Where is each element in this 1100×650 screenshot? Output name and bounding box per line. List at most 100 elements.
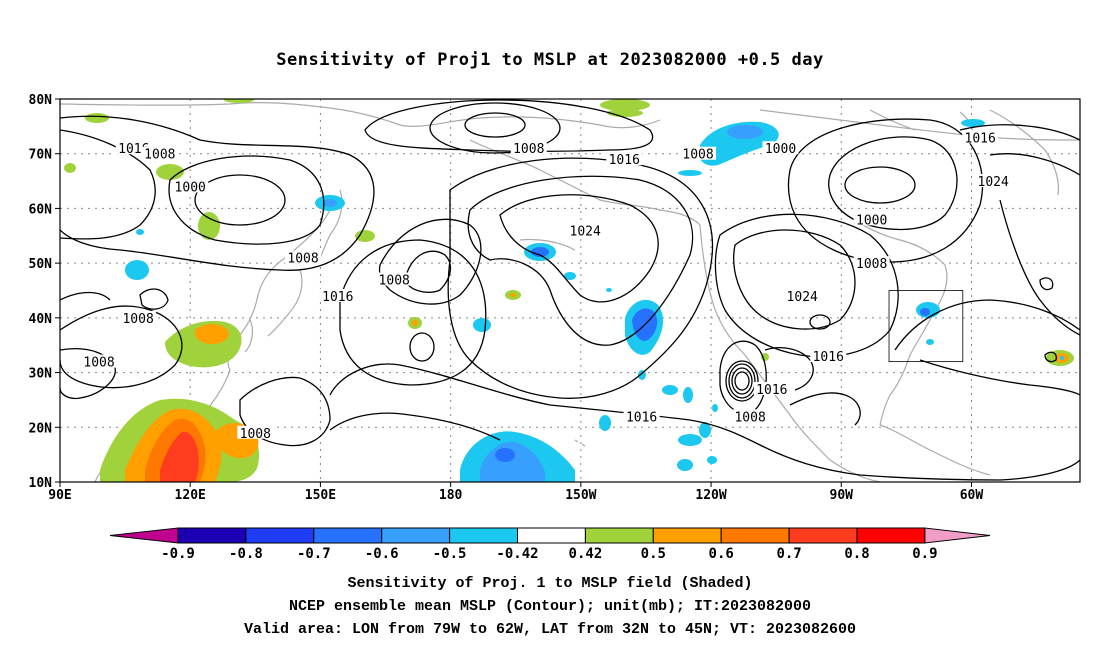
- coastlines: [60, 102, 1080, 482]
- contour-label-bg: [510, 141, 547, 155]
- lon-tick-label: 120E: [175, 488, 206, 503]
- contour-label-bg: [141, 146, 178, 160]
- contour-label-bg: [606, 152, 643, 166]
- contour-label-bg: [753, 381, 790, 395]
- contour-label-bg: [285, 250, 322, 264]
- map-frame: [59, 98, 1081, 483]
- colorbar-label: -0.7: [297, 546, 331, 562]
- contour-label: 1016: [118, 142, 149, 157]
- lon-tick-label: 90W: [830, 488, 854, 503]
- contour-label-bg: [81, 354, 118, 368]
- lat-tick-label: 10N: [29, 476, 53, 491]
- contour-label-bg: [784, 288, 821, 302]
- lon-tick-label: 150E: [305, 488, 336, 503]
- colorbar-swatch: [788, 527, 858, 544]
- contour-label: 1024: [570, 224, 601, 239]
- colorbar-label: 0.9: [912, 546, 937, 562]
- colorbar-label: 0.42: [569, 546, 603, 562]
- colorbar-swatch: [652, 527, 722, 544]
- colorbar-swatch: [449, 527, 519, 544]
- colorbar-label: 0.7: [776, 546, 801, 562]
- contour-label: 1000: [765, 142, 796, 157]
- lon-tick-label: 60W: [960, 488, 984, 503]
- colorbar-swatch: [856, 527, 926, 544]
- contour-label: 1016: [965, 131, 996, 146]
- colorbar: -0.9 -0.8 -0.7 -0.6 -0.5 -0.42 0.42 0.5 0.6 0.7 0.…: [109, 527, 991, 562]
- contour-label-bg: [623, 409, 660, 423]
- colorbar-swatch: [720, 527, 790, 544]
- lat-tick-label: 70N: [29, 148, 53, 163]
- contour-label: 1024: [978, 175, 1009, 190]
- mslp-contours: [60, 99, 1080, 481]
- valid-area-box: [888, 290, 964, 363]
- contour-label: 1008: [287, 252, 318, 267]
- colorbar-label: 0.8: [844, 546, 869, 562]
- colorbar-label: -0.8: [229, 546, 263, 562]
- colorbar-swatch: [177, 527, 247, 544]
- colorbar-swatch: [381, 527, 451, 544]
- negative-sensitivity: [125, 119, 1064, 482]
- contour-label-bg: [319, 288, 356, 302]
- map-title: Sensitivity of Proj1 to MSLP at 20230820…: [276, 50, 824, 70]
- footer-line-1: Sensitivity of Proj. 1 to MSLP field (Sh…: [347, 575, 753, 592]
- colorbar-label: 0.6: [709, 546, 734, 562]
- contour-label: 1024: [787, 290, 818, 305]
- contour-label: 1008: [379, 274, 410, 289]
- colorbar-label: 0.5: [641, 546, 666, 562]
- lat-tick-label: 80N: [29, 93, 53, 108]
- contour-label-bg: [120, 310, 157, 324]
- contour-label: 1016: [626, 410, 657, 425]
- lat-tick-label: 60N: [29, 202, 53, 217]
- contour-label: 1008: [513, 142, 544, 157]
- lon-tick-label: 150W: [565, 488, 596, 503]
- contour-label: 1008: [682, 148, 713, 163]
- contour-label-bg: [680, 146, 717, 160]
- contour-label: 1008: [83, 356, 114, 371]
- lat-tick-label: 40N: [29, 312, 53, 327]
- contour-label: 1008: [122, 312, 153, 327]
- contour-label: 1016: [322, 290, 353, 305]
- colorbar-label: -0.9: [161, 546, 195, 562]
- lat-tick-label: 20N: [29, 421, 53, 436]
- lat-tick-label: 50N: [29, 257, 53, 272]
- colorbar-label: -0.42: [496, 546, 538, 562]
- contour-label: 1008: [734, 410, 765, 425]
- contour-label-bg: [762, 141, 799, 155]
- contour-labels: 1016100810001008101610081008101610241008…: [81, 130, 1012, 442]
- contour-label: 1000: [175, 181, 206, 196]
- colorbar-swatch: [584, 527, 654, 544]
- contour-label: 1008: [240, 427, 271, 442]
- contour-label: 1016: [756, 383, 787, 398]
- map-plot-area: 1016100810001008101610081008101610241008…: [59, 98, 1081, 483]
- sensitivity-map: 1016100810001008101610081008101610241008…: [29, 93, 1081, 562]
- contour-label-bg: [853, 256, 890, 270]
- lat-tick-label: 30N: [29, 367, 53, 382]
- contour-label: 1016: [609, 153, 640, 168]
- colorbar-swatch: [245, 527, 315, 544]
- footer-line-2: NCEP ensemble mean MSLP (Contour); unit(…: [288, 598, 812, 615]
- contour-label-bg: [172, 179, 209, 193]
- contour-label-bg: [962, 130, 999, 144]
- contour-label-bg: [853, 212, 890, 226]
- colorbar-low-arrow: [109, 527, 179, 544]
- colorbar-label: -0.5: [433, 546, 467, 562]
- lon-tick-label: 120W: [695, 488, 726, 503]
- lon-tick-label: 90E: [48, 488, 71, 503]
- contour-label: 1000: [856, 213, 887, 228]
- contour-label-bg: [810, 349, 847, 363]
- contour-label: 1008: [856, 257, 887, 272]
- colorbar-swatch: [517, 527, 586, 544]
- footer-line-3: Valid area: LON from 79W to 62W, LAT fro…: [243, 621, 857, 638]
- contour-label: 1016: [813, 350, 844, 365]
- colorbar-swatch: [313, 527, 383, 544]
- colorbar-high-arrow: [924, 527, 991, 544]
- lon-tick-label: 180: [439, 488, 463, 503]
- colorbar-label: -0.6: [365, 546, 399, 562]
- contour-label-bg: [237, 425, 274, 439]
- contour-label-bg: [732, 409, 769, 423]
- contour-label-bg: [567, 223, 604, 237]
- contour-label-bg: [376, 272, 413, 286]
- contour-label: 1008: [144, 148, 175, 163]
- contour-label-bg: [975, 174, 1012, 188]
